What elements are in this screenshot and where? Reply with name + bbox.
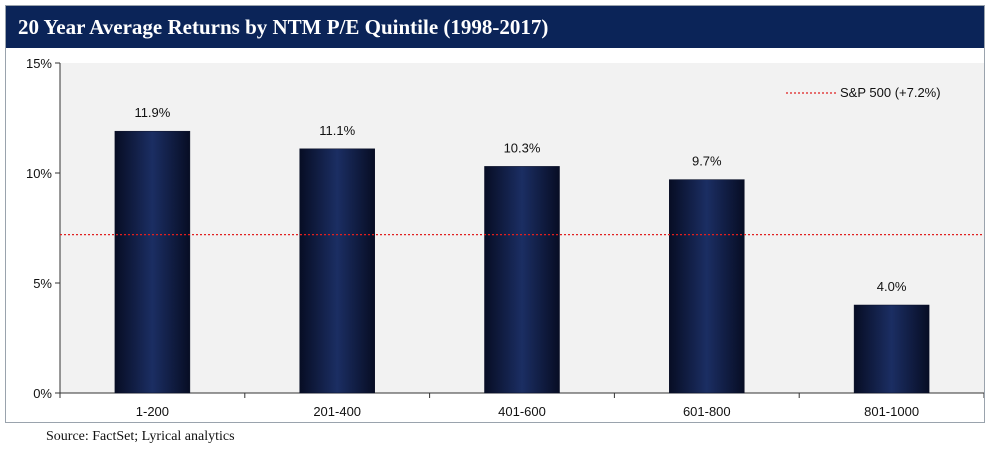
- data-label: 9.7%: [692, 154, 722, 169]
- y-tick-label: 15%: [26, 56, 52, 71]
- x-tick-label: 1-200: [136, 404, 169, 419]
- y-tick-label: 10%: [26, 166, 52, 181]
- data-label: 10.3%: [504, 140, 541, 155]
- x-tick-label: 801-1000: [864, 404, 919, 419]
- y-tick-label: 5%: [33, 276, 52, 291]
- chart-svg: 0% 5% 10% 15% 1-200 201-400 401-600 601-800 801…: [26, 56, 984, 419]
- chart-frame: 20 Year Average Returns by NTM P/E Quint…: [5, 5, 985, 423]
- bar-1-200: [114, 130, 191, 394]
- chart-title: 20 Year Average Returns by NTM P/E Quint…: [6, 6, 984, 48]
- y-tick-label: 0%: [33, 386, 52, 401]
- legend-label: S&P 500 (+7.2%): [840, 85, 941, 100]
- y-axis: 0% 5% 10% 15%: [26, 56, 61, 401]
- source-note: Source: FactSet; Lyrical analytics: [46, 429, 235, 444]
- x-tick-label: 401-600: [498, 404, 546, 419]
- bar-801-1000: [853, 304, 930, 394]
- bar-601-800: [669, 179, 745, 394]
- data-label: 4.0%: [877, 279, 907, 294]
- bar-201-400: [299, 148, 375, 394]
- x-axis: 1-200 201-400 401-600 601-800 801-1000: [59, 392, 984, 419]
- data-labels: 11.9% 11.1% 10.3% 9.7% 4.0%: [134, 105, 906, 294]
- legend: S&P 500 (+7.2%): [786, 85, 941, 100]
- bar-401-600: [484, 166, 560, 394]
- data-label: 11.9%: [134, 105, 170, 120]
- data-label: 11.1%: [319, 123, 355, 138]
- bars: [114, 130, 930, 394]
- x-tick-label: 601-800: [683, 404, 731, 419]
- x-tick-label: 201-400: [313, 404, 361, 419]
